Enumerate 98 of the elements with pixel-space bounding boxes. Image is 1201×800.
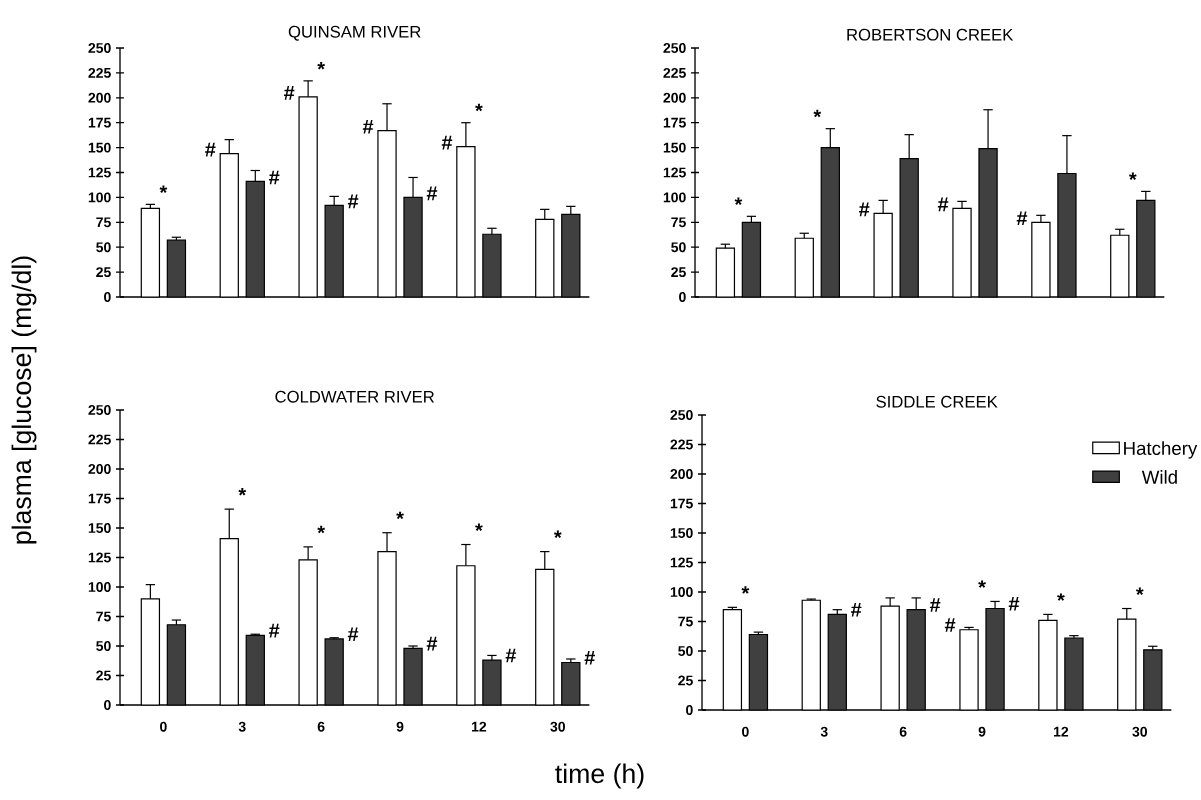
annotation: * — [475, 523, 483, 531]
annotation: * — [317, 525, 326, 534]
y-tick-label: 225 — [663, 67, 686, 78]
x-tick-label: 12 — [1054, 726, 1069, 737]
legend-label: Wild — [1141, 470, 1177, 484]
x-tick-label: 6 — [317, 721, 325, 732]
y-tick-label: 75 — [96, 217, 111, 228]
y-tick-label: 125 — [663, 167, 686, 178]
annotation: * — [317, 62, 326, 70]
y-tick-label: 175 — [88, 493, 111, 504]
y-tick-label: 150 — [670, 528, 693, 538]
x-tick-label: 0 — [742, 726, 749, 737]
annotation: # — [944, 618, 956, 632]
y-tick-label: 0 — [686, 705, 693, 715]
annotation: * — [396, 511, 404, 520]
annotation: # — [858, 202, 870, 217]
annotation: # — [505, 648, 517, 663]
annotation: # — [441, 135, 453, 150]
annotation: # — [268, 170, 280, 185]
annotation: # — [851, 602, 862, 617]
annotation: # — [937, 197, 949, 212]
y-tick-label: 200 — [663, 92, 686, 103]
annotation: # — [1008, 597, 1020, 611]
y-tick-label: 175 — [670, 498, 693, 509]
y-tick-label: 200 — [670, 469, 693, 479]
x-tick-label: 30 — [1132, 726, 1148, 737]
x-tick-label: 30 — [550, 721, 566, 732]
y-tick-label: 100 — [88, 192, 111, 203]
x-tick-label: 3 — [238, 721, 246, 732]
chart-title: COLDWATER RIVER — [275, 390, 434, 403]
annotation: # — [268, 623, 280, 638]
annotation: # — [347, 627, 359, 642]
x-tick-label: 9 — [978, 726, 986, 737]
annotation: * — [159, 185, 168, 193]
y-tick-label: 50 — [671, 242, 686, 253]
y-tick-label: 100 — [663, 192, 686, 203]
y-tick-label: 250 — [670, 410, 693, 420]
y-tick-label: 225 — [670, 439, 693, 450]
y-tick-label: 25 — [96, 670, 111, 681]
y-tick-label: 150 — [88, 142, 111, 153]
y-tick-label: 250 — [88, 405, 111, 415]
x-tick-label: 3 — [820, 726, 828, 737]
y-tick-label: 175 — [663, 117, 686, 128]
annotation: # — [1016, 211, 1028, 226]
chart-title: ROBERTSON CREEK — [847, 28, 1014, 41]
y-tick-label: 250 — [663, 43, 686, 53]
x-tick-label: 6 — [899, 726, 907, 737]
annotation: * — [475, 103, 483, 112]
annotation: * — [238, 488, 247, 496]
annotation: * — [978, 580, 986, 588]
annotation: # — [929, 598, 941, 612]
y-tick-label: 200 — [88, 92, 111, 103]
y-tick-label: 25 — [96, 267, 111, 278]
annotation: # — [426, 636, 438, 651]
annotation: * — [553, 530, 562, 538]
y-tick-label: 75 — [96, 611, 111, 622]
annotation: # — [283, 86, 295, 100]
annotation: # — [584, 651, 595, 665]
y-tick-label: 125 — [88, 167, 111, 178]
x-axis-title: time (h) — [555, 763, 644, 789]
y-tick-label: 100 — [88, 582, 111, 592]
y-tick-label: 0 — [104, 700, 111, 710]
y-tick-label: 50 — [96, 641, 111, 651]
annotation: * — [1128, 172, 1137, 181]
y-tick-label: 150 — [88, 523, 111, 533]
annotation: # — [362, 119, 374, 134]
y-tick-label: 25 — [678, 675, 693, 686]
chart-title: QUINSAM RIVER — [288, 25, 421, 41]
y-tick-label: 200 — [88, 464, 111, 474]
y-tick-label: 0 — [104, 292, 111, 302]
y-tick-label: 175 — [88, 117, 111, 128]
y-tick-label: 25 — [671, 267, 686, 278]
chart-title: SIDDLE CREEK — [876, 395, 998, 408]
y-tick-label: 50 — [96, 242, 111, 253]
annotation: * — [734, 197, 743, 205]
annotation: # — [347, 194, 359, 209]
annotation: # — [426, 186, 438, 201]
y-tick-label: 150 — [663, 142, 686, 153]
annotation: * — [813, 109, 822, 118]
y-tick-label: 0 — [679, 292, 686, 302]
x-tick-label: 9 — [396, 721, 404, 732]
y-tick-label: 75 — [678, 616, 693, 627]
annotation: # — [205, 142, 216, 157]
y-axis-title: plasma [glucose] (mg/dl) — [11, 256, 37, 544]
y-tick-label: 125 — [88, 552, 111, 563]
y-tick-label: 225 — [88, 434, 111, 445]
annotation: * — [1057, 593, 1065, 601]
x-tick-label: 12 — [472, 721, 487, 732]
y-tick-label: 50 — [678, 646, 693, 656]
annotation: * — [741, 586, 750, 594]
y-tick-label: 100 — [670, 587, 693, 597]
x-tick-label: 0 — [160, 721, 167, 732]
legend-label: Hatchery — [1124, 441, 1198, 459]
y-tick-label: 250 — [88, 43, 111, 53]
y-tick-label: 75 — [671, 217, 686, 228]
y-tick-label: 125 — [670, 557, 693, 568]
y-tick-label: 225 — [88, 67, 111, 78]
annotation: * — [1135, 587, 1144, 595]
